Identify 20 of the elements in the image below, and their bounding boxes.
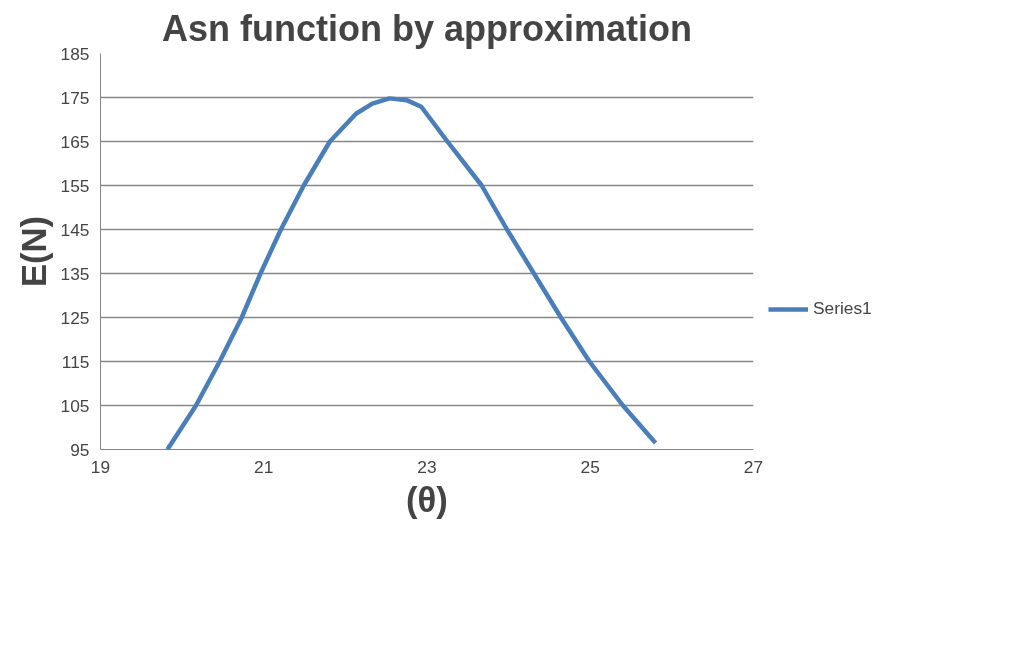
y-tick-label: 175 (60, 87, 90, 108)
y-tick-label: 145 (60, 219, 90, 240)
y-tick-label: 165 (60, 131, 90, 152)
x-tick-label: 25 (580, 456, 600, 477)
y-tick-label: 115 (61, 351, 90, 372)
y-tick-label: 95 (70, 439, 90, 460)
x-axis-title: (θ) (406, 480, 448, 519)
x-tick-label: 21 (254, 456, 274, 477)
x-tick-label: 23 (417, 456, 437, 477)
y-tick-label: 155 (60, 175, 90, 196)
legend-label: Series1 (813, 298, 872, 319)
x-tick-label: 27 (743, 456, 764, 477)
y-tick-label: 125 (60, 307, 90, 328)
x-tick-label: 19 (90, 456, 111, 477)
y-axis-title: E(N) (14, 215, 53, 288)
y-tick-label: 135 (60, 263, 90, 284)
line-series (165, 96, 658, 450)
y-tick-label: 185 (60, 43, 90, 64)
y-tick-label: 105 (60, 395, 90, 416)
chart-title: Asn function by approximation (161, 7, 693, 49)
